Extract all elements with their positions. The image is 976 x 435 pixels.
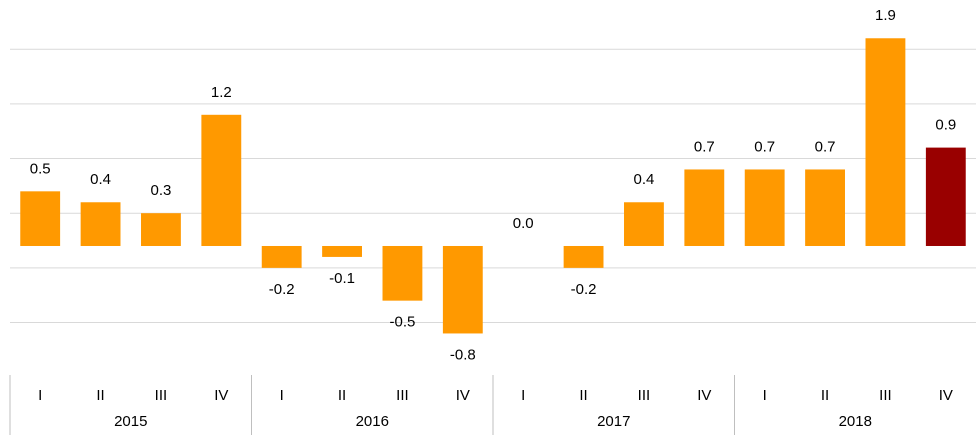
x-tick-label: III [396,387,409,404]
bar [80,202,121,246]
x-tick-label: II [821,387,829,404]
x-tick-label: II [579,387,587,404]
bar [141,213,181,246]
group-label: 2018 [839,413,872,430]
data-label: 0.4 [634,171,655,188]
bar [624,202,664,246]
bar [563,245,604,268]
data-label: 0.0 [513,215,534,232]
data-label: 0.5 [30,160,51,177]
data-label: 0.9 [935,117,956,134]
data-label: 0.4 [90,171,111,188]
x-tick-label: I [280,387,284,404]
x-tick-label: III [155,387,168,404]
group-label: 2015 [114,413,147,430]
bar [382,245,423,301]
bar [201,114,242,246]
x-tick-label: IV [697,387,711,404]
x-tick-label: III [638,387,651,404]
data-label: 0.7 [694,138,715,155]
x-tick-label: I [763,387,767,404]
data-label: 0.7 [754,138,775,155]
bar [20,191,61,246]
bar [925,147,966,246]
bar [442,245,483,334]
bar [744,169,785,246]
data-label: 0.7 [815,138,836,155]
data-label: 0.3 [151,182,172,199]
group-label: 2016 [356,413,389,430]
bar [865,38,906,246]
x-tick-label: IV [214,387,228,404]
x-tick-label: II [338,387,346,404]
x-tick-label: IV [456,387,470,404]
data-label: 1.9 [875,7,896,24]
x-tick-label: III [879,387,892,404]
x-tick-label: IV [939,387,953,404]
group-label: 2017 [597,413,630,430]
data-label: 1.2 [211,84,232,101]
bar [805,169,845,246]
data-label: -0.5 [390,314,416,331]
data-label: -0.1 [329,270,355,287]
data-label: -0.8 [450,346,476,363]
data-label: -0.2 [571,281,597,298]
data-label: -0.2 [269,281,295,298]
bar [261,245,302,268]
x-tick-label: II [96,387,104,404]
bar [322,245,362,257]
x-tick-label: I [38,387,42,404]
bar [684,169,725,246]
x-tick-label: I [521,387,525,404]
